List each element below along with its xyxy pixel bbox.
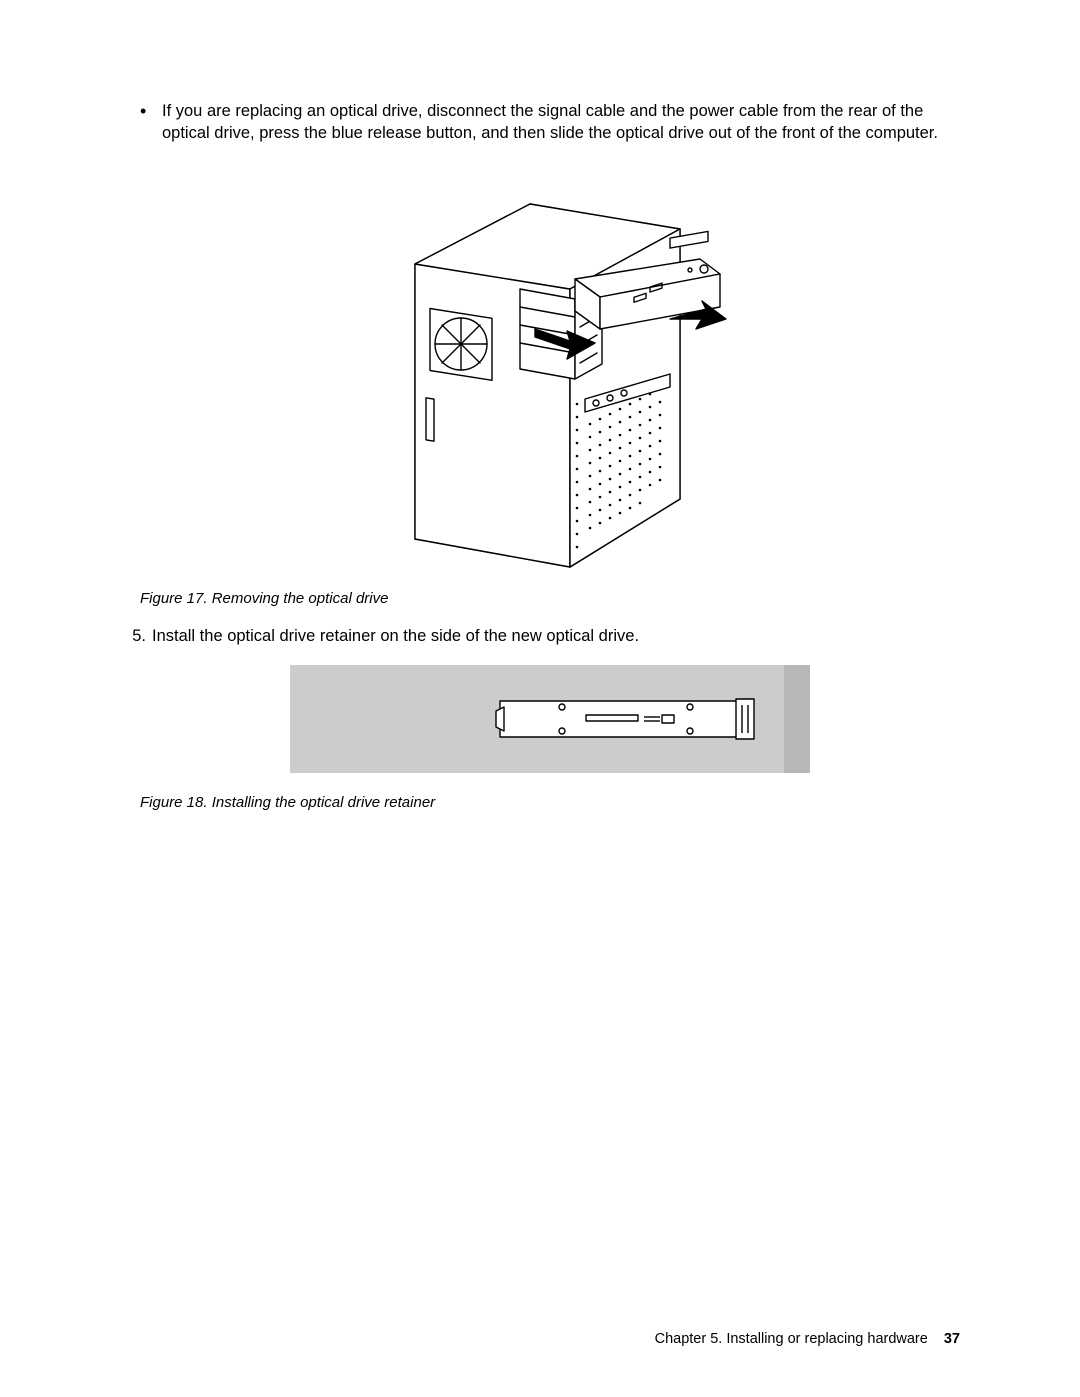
figure-17-caption: Figure 17. Removing the optical drive [140, 590, 960, 607]
figure-17-image [140, 169, 960, 574]
page-footer: Chapter 5. Installing or replacing hardw… [655, 1331, 960, 1347]
step-number: 5. [120, 625, 152, 647]
bullet-marker: • [140, 100, 162, 144]
step-5: 5. Install the optical drive retainer on… [120, 625, 960, 647]
footer-page-number: 37 [944, 1331, 960, 1347]
document-page: • If you are replacing an optical drive,… [0, 0, 1080, 1397]
computer-tower-illustration [370, 169, 730, 569]
figure-18-caption: Figure 18. Installing the optical drive … [140, 794, 960, 811]
bullet-item: • If you are replacing an optical drive,… [140, 100, 960, 144]
drive-retainer-illustration [290, 665, 810, 773]
footer-chapter: Chapter 5. Installing or replacing hardw… [655, 1331, 928, 1347]
figure-18-image [140, 665, 960, 778]
bullet-text: If you are replacing an optical drive, d… [162, 100, 960, 144]
step-text: Install the optical drive retainer on th… [152, 625, 960, 647]
